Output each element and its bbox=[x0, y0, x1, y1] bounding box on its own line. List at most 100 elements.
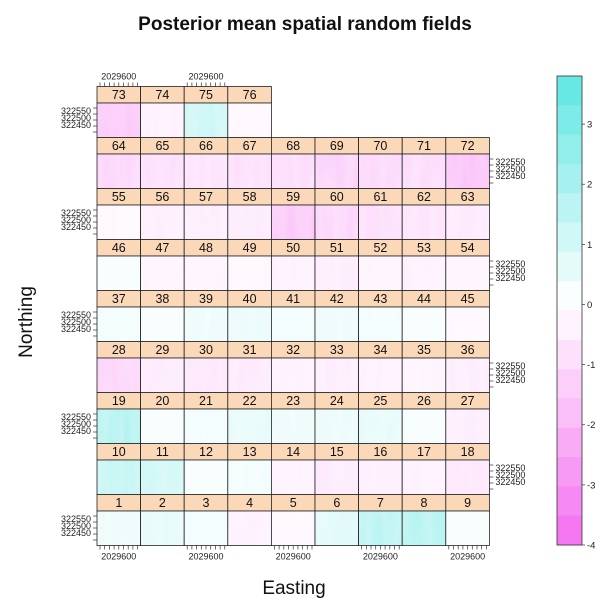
heat-cell bbox=[184, 154, 228, 189]
heat-cell bbox=[140, 358, 185, 393]
colorbar-tick-label: -4 bbox=[587, 541, 595, 552]
panel-18: 18 bbox=[445, 443, 490, 495]
panel-border bbox=[445, 306, 490, 342]
panel-30: 30 bbox=[183, 341, 229, 393]
heat-cell bbox=[140, 154, 185, 189]
panel-3: 3 bbox=[183, 494, 229, 546]
colorbar: 3 2 1 0 -1 -2 -3 -4 bbox=[556, 75, 595, 552]
panel-label: 51 bbox=[330, 241, 344, 255]
panel-28: 28 bbox=[96, 341, 141, 393]
panel-61: 61 bbox=[358, 188, 403, 240]
panel-label: 47 bbox=[155, 241, 169, 255]
panel-48: 48 bbox=[183, 239, 229, 291]
panel-35: 35 bbox=[401, 341, 447, 393]
panel-label: 45 bbox=[461, 292, 475, 306]
panel-label: 9 bbox=[464, 496, 471, 510]
heat-cell bbox=[227, 307, 272, 342]
colorbar-tick-label: -2 bbox=[587, 420, 595, 431]
colorbar-tick-label: 0 bbox=[587, 300, 592, 311]
heat-cell bbox=[271, 205, 315, 240]
heat-cell bbox=[140, 409, 185, 444]
panel-label: 7 bbox=[377, 496, 384, 510]
heat-cell bbox=[184, 205, 228, 240]
panel-70: 70 bbox=[358, 137, 403, 189]
panel-label: 66 bbox=[199, 139, 213, 153]
panel-10: 10 bbox=[96, 443, 141, 495]
y-tick-label: 322500 bbox=[61, 317, 91, 327]
panel-label: 4 bbox=[246, 496, 253, 510]
panel-label: 37 bbox=[112, 292, 126, 306]
heat-cell bbox=[184, 409, 228, 444]
heat-cell bbox=[315, 460, 359, 495]
panel-label: 57 bbox=[199, 190, 213, 204]
heat-cell bbox=[402, 358, 446, 393]
panel-label: 20 bbox=[155, 394, 169, 408]
panel-label: 62 bbox=[417, 190, 431, 204]
panel-label: 34 bbox=[373, 343, 387, 357]
y-tick-label: 322450 bbox=[61, 426, 91, 436]
colorbar-tick-label: 1 bbox=[587, 240, 592, 251]
panel-32: 32 bbox=[270, 341, 316, 393]
panel-label: 56 bbox=[155, 190, 169, 204]
panel-label: 36 bbox=[461, 343, 475, 357]
colorbar-band bbox=[557, 457, 582, 487]
panel-45: 45 bbox=[445, 290, 490, 342]
panel-39: 39 bbox=[183, 290, 229, 342]
panel-label: 39 bbox=[199, 292, 213, 306]
panel-label: 11 bbox=[156, 445, 169, 459]
panel-border bbox=[445, 204, 490, 240]
y-tick-label: 322450 bbox=[495, 375, 525, 385]
heat-cell bbox=[97, 307, 141, 342]
heat-cell bbox=[358, 358, 403, 393]
panel-label: 74 bbox=[155, 88, 169, 102]
heat-cell bbox=[140, 511, 185, 546]
y-tick-label: 322450 bbox=[495, 171, 525, 181]
panel-42: 42 bbox=[314, 290, 359, 342]
heat-cell bbox=[315, 154, 359, 189]
panel-73: 73 bbox=[96, 86, 141, 138]
panel-label: 16 bbox=[373, 445, 387, 459]
panel-label: 23 bbox=[286, 394, 300, 408]
y-tick-label: 322550 bbox=[495, 259, 525, 269]
panel-label: 49 bbox=[243, 241, 257, 255]
heat-cell bbox=[97, 205, 141, 240]
heat-cell bbox=[402, 460, 446, 495]
panel-71: 71 bbox=[401, 137, 447, 189]
heat-cell bbox=[358, 511, 403, 546]
panel-4: 4 bbox=[227, 494, 272, 546]
heat-cell bbox=[227, 460, 272, 495]
panel-6: 6 bbox=[314, 494, 359, 546]
y-tick-label: 322500 bbox=[61, 113, 91, 123]
panel-44: 44 bbox=[401, 290, 447, 342]
heat-cell bbox=[402, 154, 446, 189]
panel-border bbox=[445, 408, 490, 444]
y-tick-label: 322450 bbox=[61, 222, 91, 232]
panel-label: 75 bbox=[199, 88, 213, 102]
colorbar-band bbox=[557, 251, 582, 282]
heat-cell bbox=[445, 460, 490, 495]
panel-12: 12 bbox=[183, 443, 229, 495]
heat-cell bbox=[402, 205, 446, 240]
colorbar-tick-label: 2 bbox=[587, 180, 592, 191]
heat-cell bbox=[97, 103, 141, 138]
x-tick-label: 2029600 bbox=[276, 552, 311, 562]
heat-cell bbox=[402, 307, 446, 342]
x-axis-label: Easting bbox=[262, 578, 325, 599]
heat-cell bbox=[358, 256, 403, 291]
panel-2: 2 bbox=[140, 494, 185, 546]
heat-cell bbox=[271, 511, 315, 546]
panel-label: 33 bbox=[330, 343, 344, 357]
panel-label: 38 bbox=[155, 292, 169, 306]
panel-38: 38 bbox=[140, 290, 185, 342]
heat-cell bbox=[315, 307, 359, 342]
heat-cell bbox=[315, 205, 359, 240]
panel-13: 13 bbox=[227, 443, 272, 495]
colorbar-band bbox=[557, 281, 582, 311]
colorbar-border bbox=[556, 75, 583, 546]
y-tick-label: 322500 bbox=[61, 419, 91, 429]
x-tick-label: 2029600 bbox=[188, 72, 223, 82]
heat-cell bbox=[97, 256, 141, 291]
panel-label: 26 bbox=[417, 394, 431, 408]
panel-label: 61 bbox=[373, 190, 387, 204]
heat-cell bbox=[227, 409, 272, 444]
